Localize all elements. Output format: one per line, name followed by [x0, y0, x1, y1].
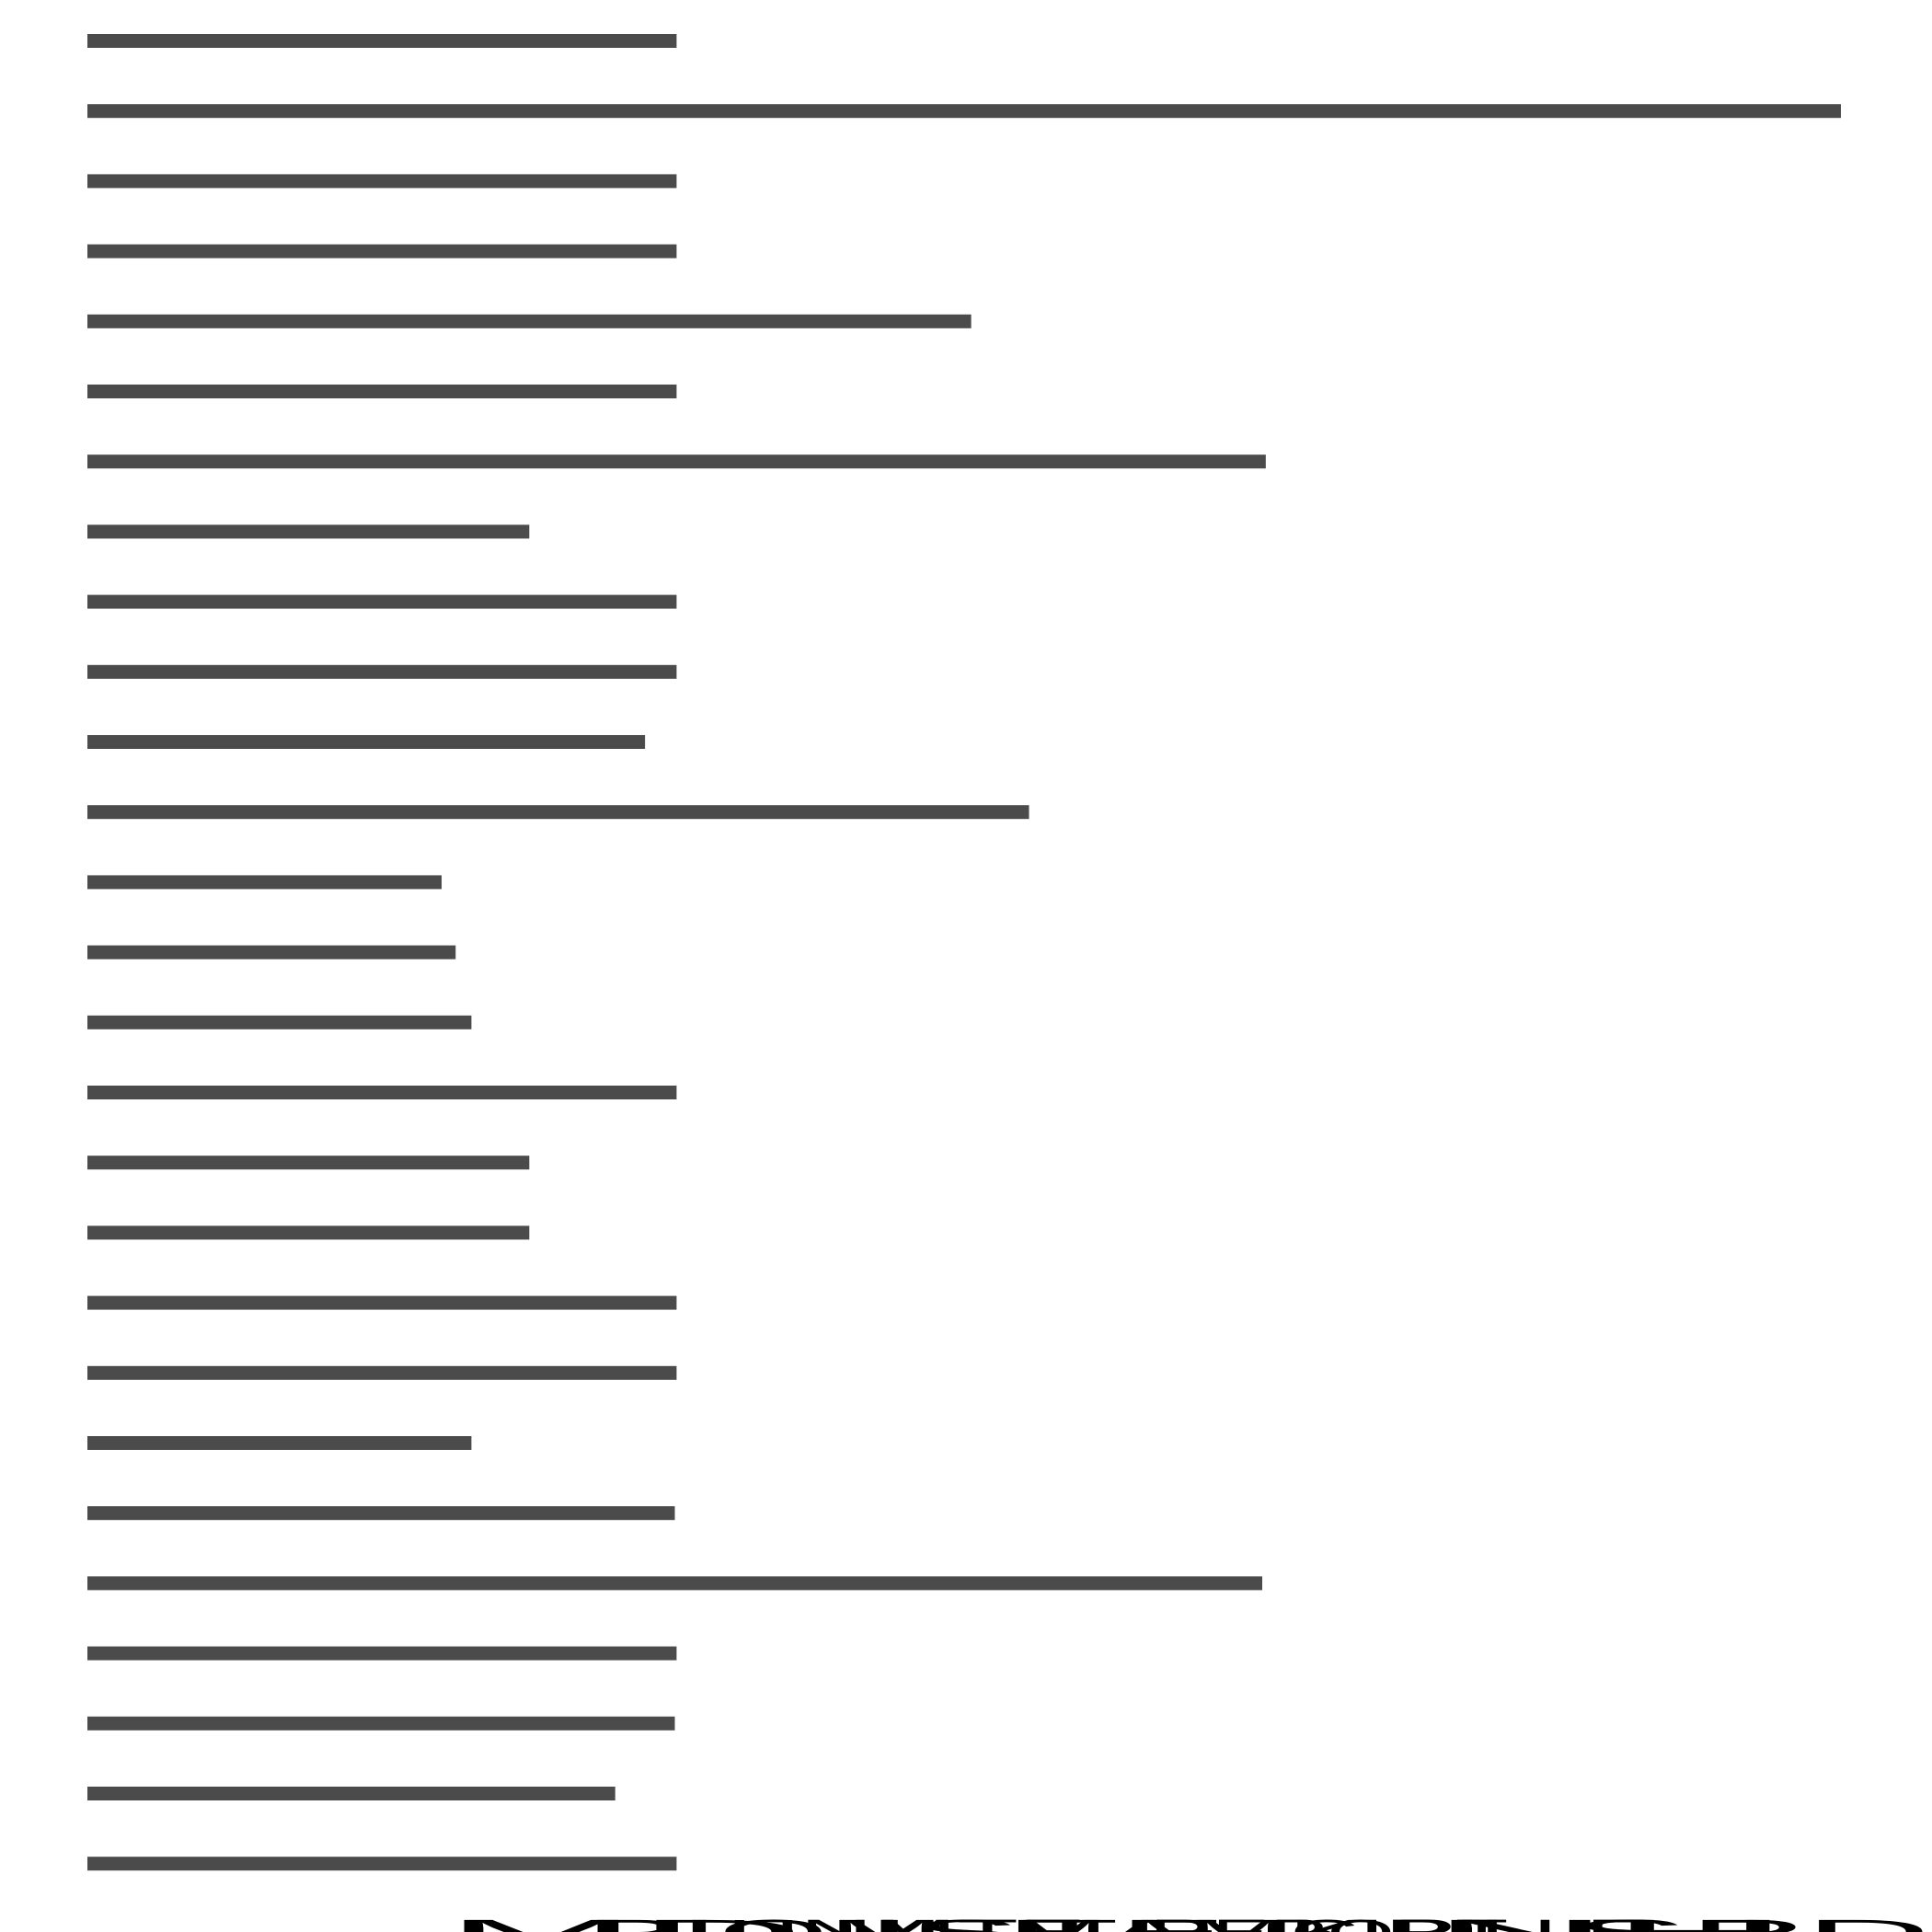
- overlapping-bottom-label: PIOM: [586, 1914, 945, 1932]
- bar: [87, 945, 456, 960]
- bar: [87, 805, 1029, 820]
- bar: [87, 1436, 472, 1450]
- bar: [87, 244, 677, 259]
- bar: [87, 1295, 677, 1310]
- bottom-overlapping-labels: MDPIOMUNMTEISTEMAMKREPORTCIRILLENHSPD: [445, 1914, 1931, 1932]
- bar: [87, 1646, 677, 1661]
- bar: [87, 1506, 675, 1521]
- bar: [87, 1225, 530, 1240]
- bar: [87, 174, 677, 189]
- bar: [87, 735, 646, 749]
- bar: [87, 1716, 675, 1731]
- bar: [87, 1086, 677, 1099]
- bar: [87, 594, 677, 609]
- bar: [87, 1576, 1263, 1591]
- bar: [87, 104, 1841, 119]
- bar: [87, 34, 677, 48]
- bar: [87, 1156, 530, 1170]
- overlapping-bottom-label: NH: [1432, 1914, 1790, 1932]
- overlapping-bottom-label: REPORT: [1149, 1914, 1508, 1932]
- bar: [87, 454, 1266, 469]
- bar: [87, 385, 677, 398]
- bar: [87, 1365, 677, 1380]
- bar: [87, 1787, 615, 1800]
- bars-group: [87, 34, 1841, 1871]
- overlapping-bottom-label: SPD: [1572, 1914, 1931, 1932]
- overlapping-bottom-label: UNMTE: [727, 1914, 1086, 1932]
- bar: [87, 1857, 677, 1871]
- bar: [87, 875, 443, 890]
- bar: [87, 524, 530, 539]
- overlapping-bottom-label: ISTE: [868, 1914, 1226, 1932]
- overlapping-bottom-label: MD: [445, 1914, 804, 1932]
- overlapping-bottom-label: CIRILLE: [1290, 1914, 1649, 1932]
- bar: [87, 314, 972, 328]
- bar: [87, 1015, 472, 1029]
- bar: [87, 664, 677, 679]
- overlapping-bottom-label: MAMK: [1008, 1914, 1367, 1932]
